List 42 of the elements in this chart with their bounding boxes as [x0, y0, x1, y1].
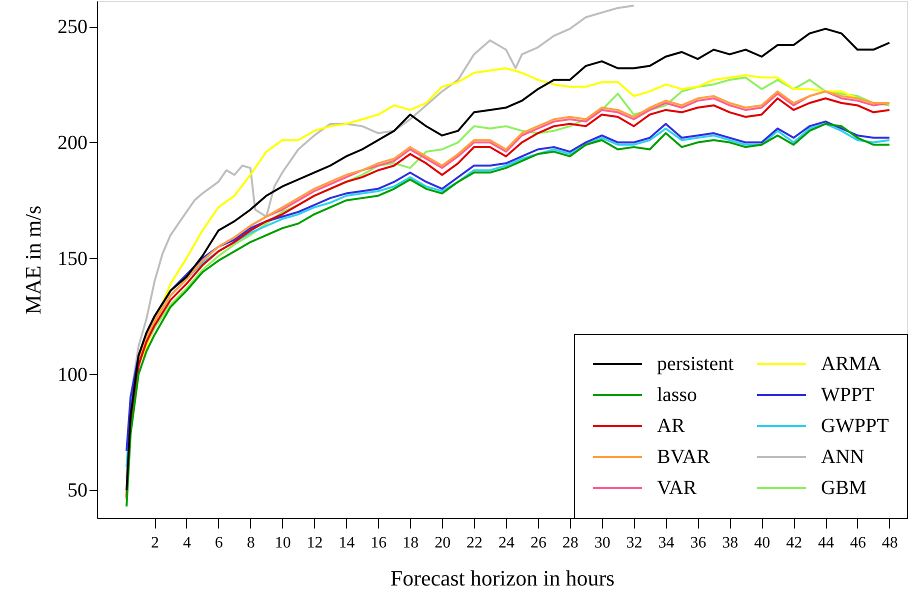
x-tick-label: 44 [818, 534, 834, 552]
y-tick-label: 100 [58, 364, 88, 386]
x-tick-label: 22 [466, 534, 483, 552]
x-tick-label: 10 [274, 534, 291, 552]
x-tick-label: 40 [754, 534, 770, 552]
x-tick-label: 16 [370, 534, 387, 552]
x-tick-label: 8 [246, 534, 255, 552]
legend-label: ARMA [821, 353, 882, 375]
x-tick-label: 34 [658, 534, 674, 552]
y-tick-label: 150 [58, 248, 88, 270]
x-tick-label: 4 [182, 534, 191, 552]
x-tick-label: 38 [722, 534, 738, 552]
legend-label: WPPT [821, 384, 874, 406]
x-tick-label: 30 [594, 534, 610, 552]
x-tick-label: 32 [626, 534, 642, 552]
x-tick-label: 24 [498, 534, 514, 552]
y-tick-label: 50 [68, 480, 88, 502]
x-tick-label: 14 [338, 534, 355, 552]
legend-label: GWPPT [821, 415, 889, 437]
legend-label: BVAR [657, 446, 711, 468]
legend-label: lasso [657, 384, 697, 406]
x-tick-label: 36 [690, 534, 706, 552]
x-tick-label: 12 [306, 534, 323, 552]
x-tick-label: 18 [402, 534, 419, 552]
x-tick-label: 28 [562, 534, 578, 552]
legend-label: GBM [821, 477, 867, 499]
y-tick-label: 250 [58, 16, 88, 38]
x-tick-label: 6 [214, 534, 223, 552]
x-axis-title: Forecast horizon in hours [390, 566, 615, 590]
x-tick-label: 42 [786, 534, 802, 552]
legend-label: VAR [657, 477, 698, 499]
x-tick-label: 2 [151, 534, 160, 552]
x-tick-label: 48 [882, 534, 898, 552]
x-tick-label: 26 [530, 534, 546, 552]
y-tick-label: 200 [58, 132, 88, 154]
x-tick-label: 46 [850, 534, 866, 552]
legend-label: persistent [657, 353, 734, 375]
legend-label: AR [657, 415, 686, 437]
legend-label: ANN [821, 446, 864, 468]
x-tick-label: 20 [434, 534, 451, 552]
y-axis-title: MAE in m/s [20, 206, 46, 314]
line-series [126, 4, 635, 480]
